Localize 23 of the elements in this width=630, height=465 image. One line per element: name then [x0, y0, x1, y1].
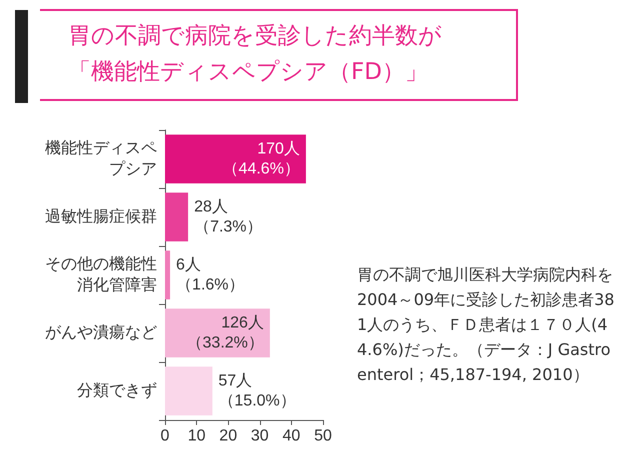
y-tick-label: 分類できず	[77, 382, 157, 400]
y-tick-label: がんや潰瘍など	[45, 324, 157, 342]
bar	[165, 366, 212, 416]
x-tick-label: 50	[314, 428, 332, 444]
x-tick-label: 20	[219, 428, 238, 444]
y-tick-label: その他の機能性消化管障害	[45, 255, 157, 294]
data-label: 28人（7.3%）	[194, 198, 263, 236]
x-tick-label: 40	[282, 428, 300, 444]
x-tick-label: 30	[250, 428, 269, 444]
data-label: 126人（33.2%）	[186, 314, 264, 352]
data-label: 57人（15.0%）	[218, 372, 296, 410]
y-tick-label: 機能性ディスペプシア	[45, 139, 157, 178]
data-label: 6人（1.6%）	[176, 256, 245, 294]
y-tick-label: 過敏性腸症候群	[45, 208, 157, 226]
x-tick-label: 0	[160, 428, 170, 444]
bar	[165, 134, 306, 184]
chart-title: 胃の不調で病院を受診した約半数が「機能性ディスペプシア（FD）」	[68, 22, 442, 87]
bar	[165, 192, 188, 242]
text: 胃の不調で旭川医科大学病院内科を2004～09年に受診した初診患者381人のうち、ＦＤ患者は１７０人(44.6%)だった。（データ：J Gastroenterol；45,187-194, 2010）	[357, 264, 616, 386]
bar	[165, 308, 270, 358]
bar	[165, 250, 170, 300]
data-label: 170人（44.6%）	[222, 140, 300, 178]
x-tick-label: 10	[188, 428, 206, 444]
